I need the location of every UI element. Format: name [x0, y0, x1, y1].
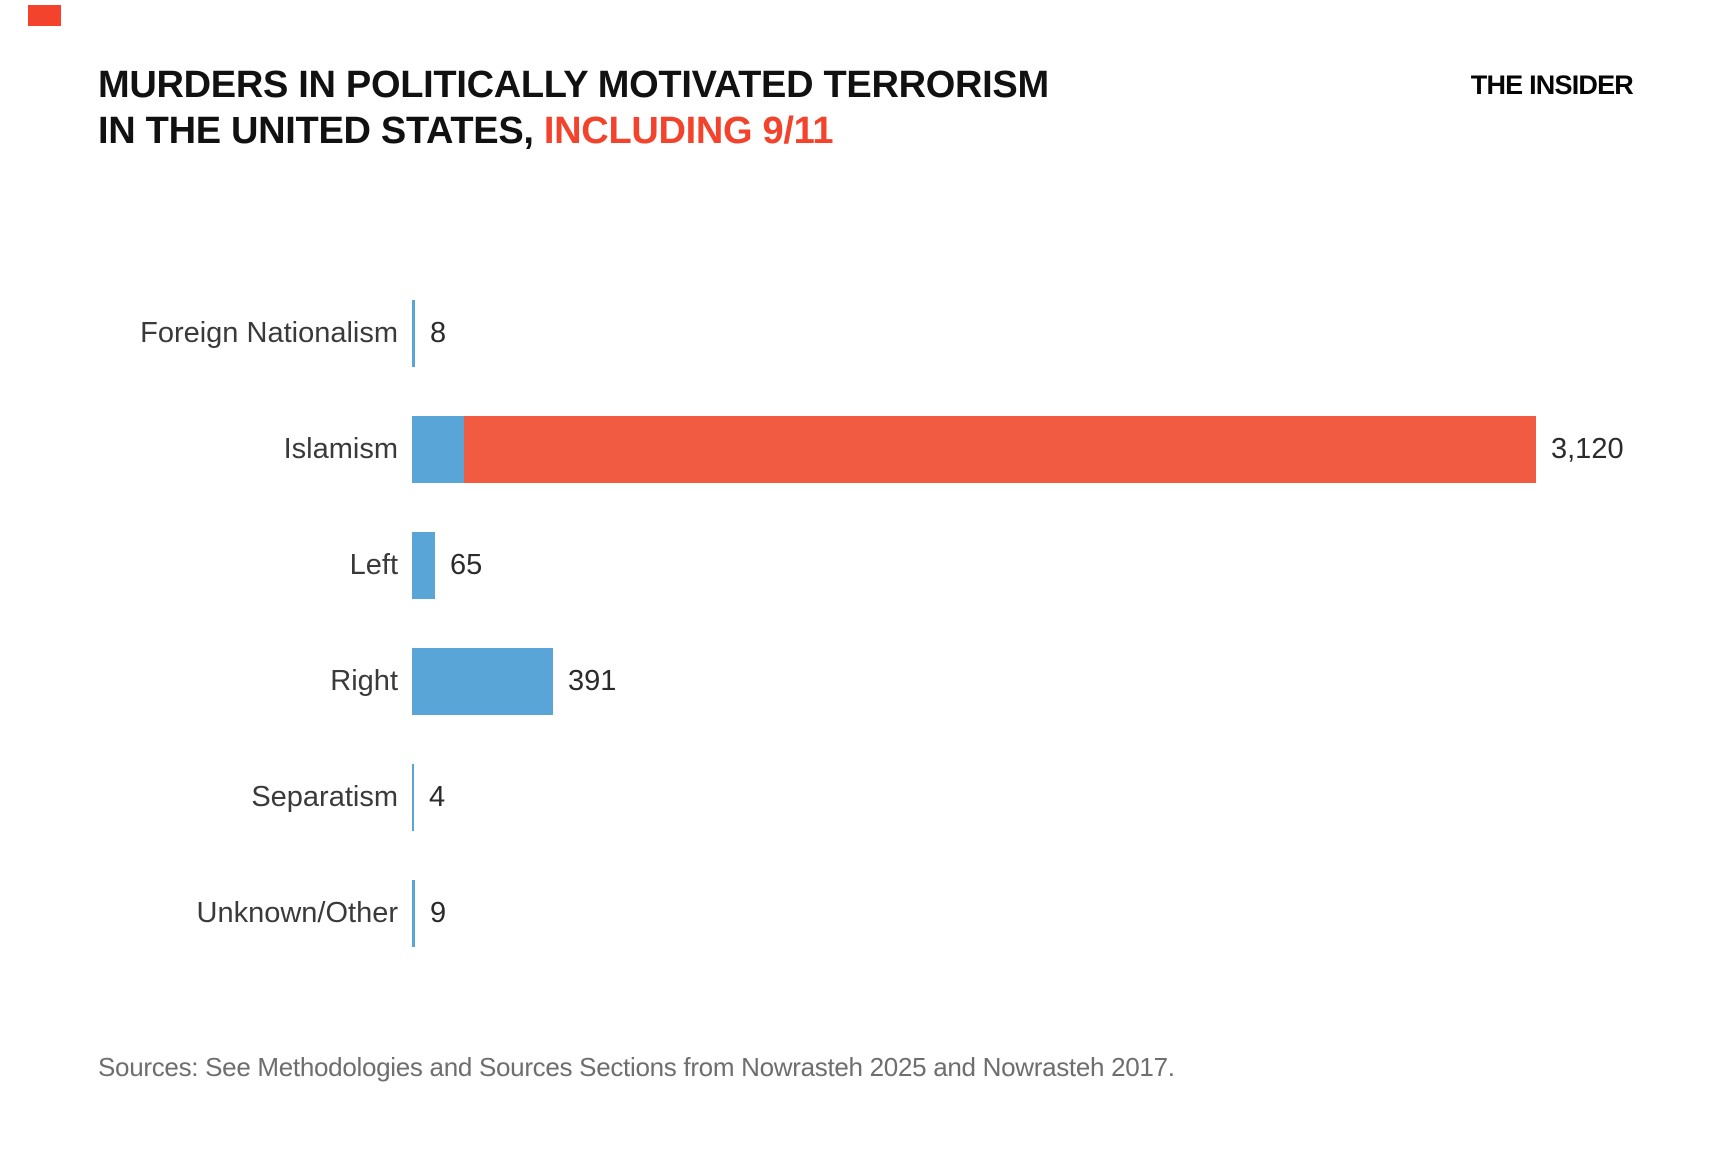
value-label: 3,120 [1551, 433, 1624, 465]
chart-title-line1: MURDERS IN POLITICALLY MOTIVATED TERRORI… [98, 64, 1049, 106]
brand-corner-mark [28, 5, 61, 26]
category-label: Right [330, 665, 398, 697]
brand-logo: THE INSIDER [1470, 70, 1634, 100]
bar-segment [464, 416, 1536, 483]
category-label: Foreign Nationalism [140, 317, 398, 349]
bar-segment [412, 300, 415, 367]
value-label: 65 [450, 549, 483, 581]
value-label: 391 [568, 665, 617, 697]
category-label: Left [349, 549, 398, 581]
chart-title-line2: IN THE UNITED STATES, [98, 110, 544, 152]
category-label: Islamism [283, 433, 398, 465]
category-label: Unknown/Other [196, 897, 399, 929]
bar-segment [412, 532, 435, 599]
bar-segment [412, 880, 415, 947]
bar-segment [412, 764, 414, 831]
bar-segment [412, 648, 553, 715]
value-label: 9 [430, 897, 447, 929]
category-label: Separatism [251, 781, 398, 813]
value-label: 8 [430, 317, 447, 349]
value-label: 4 [429, 781, 446, 813]
chart-title-highlight: INCLUDING 9/11 [543, 110, 834, 152]
chart-title: MURDERS IN POLITICALLY MOTIVATED TERRORI… [98, 62, 1049, 154]
bar-segment [412, 416, 464, 483]
source-note: Sources: See Methodologies and Sources S… [98, 1052, 1175, 1082]
